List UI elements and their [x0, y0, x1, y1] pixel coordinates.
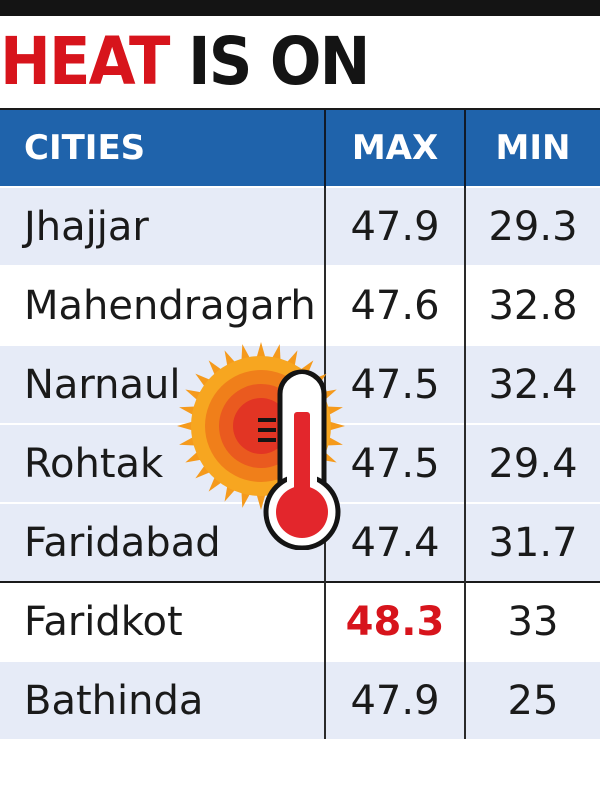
table-row: Mahendragarh 47.6 32.8: [0, 265, 600, 345]
max-cell: 47.9: [325, 660, 466, 739]
title-word-heat: HEAT: [0, 23, 170, 100]
header-cities: CITIES: [0, 110, 326, 187]
temperature-table-container: CITIES MAX MIN Jhajjar 47.9 29.3 Mahendr…: [0, 108, 600, 739]
table-row: Rohtak 47.5 29.4: [0, 423, 600, 503]
min-cell: 29.4: [465, 423, 600, 503]
table-row: Bathinda 47.9 25: [0, 660, 600, 739]
min-cell: 32.4: [465, 344, 600, 424]
header-max: MAX: [325, 110, 466, 187]
title-word-is-on: IS ON: [187, 23, 371, 100]
city-cell: Faridkot: [0, 581, 326, 661]
city-cell: Rohtak: [0, 423, 326, 503]
city-cell: Jhajjar: [0, 186, 326, 266]
max-cell: 47.6: [325, 265, 466, 345]
top-rule: [0, 0, 600, 16]
min-cell: 29.3: [465, 186, 600, 266]
min-cell: 25: [465, 660, 600, 739]
city-cell: Narnaul: [0, 344, 326, 424]
city-cell: Faridabad: [0, 502, 326, 582]
min-cell: 32.8: [465, 265, 600, 345]
table-row: Faridabad 47.4 31.7: [0, 502, 600, 582]
page-title: HEAT IS ON: [0, 22, 371, 102]
min-cell: 31.7: [465, 502, 600, 582]
table-row: Jhajjar 47.9 29.3: [0, 186, 600, 266]
max-cell: 47.5: [325, 344, 466, 424]
temperature-table: CITIES MAX MIN Jhajjar 47.9 29.3 Mahendr…: [0, 110, 600, 739]
min-cell: 33: [465, 581, 600, 661]
table-header-row: CITIES MAX MIN: [0, 110, 600, 187]
header-min: MIN: [465, 110, 600, 187]
table-row: Faridkot 48.3 33: [0, 581, 600, 661]
city-cell: Mahendragarh: [0, 265, 326, 345]
max-cell: 47.9: [325, 186, 466, 266]
max-cell: 47.4: [325, 502, 466, 582]
city-cell: Bathinda: [0, 660, 326, 739]
max-cell: 47.5: [325, 423, 466, 503]
table-row: Narnaul 47.5 32.4: [0, 344, 600, 424]
max-cell-highlight: 48.3: [325, 581, 466, 661]
